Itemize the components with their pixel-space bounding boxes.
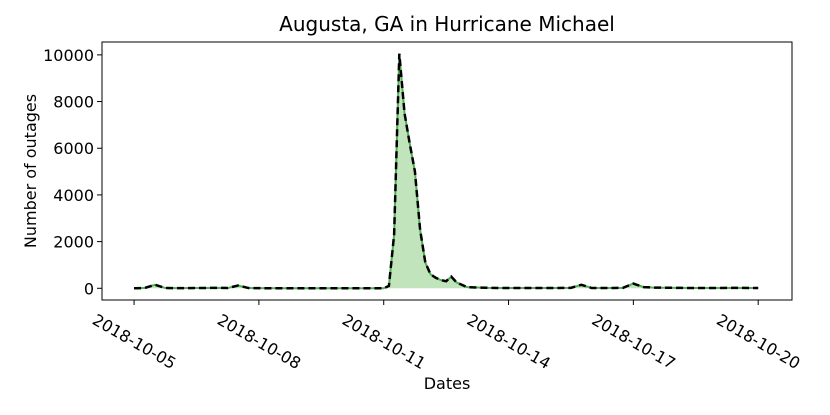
y-tick-label: 8000 xyxy=(53,93,94,112)
x-tick-label: 2018-10-14 xyxy=(464,310,554,373)
line xyxy=(134,53,759,290)
x-axis-label: Dates xyxy=(424,374,471,393)
chart-title: Augusta, GA in Hurricane Michael xyxy=(279,12,615,36)
area xyxy=(134,53,759,289)
y-tick-label: 6000 xyxy=(53,139,94,158)
y-tick-label: 0 xyxy=(84,279,94,298)
x-tick-label: 2018-10-17 xyxy=(589,310,679,373)
plot-frame xyxy=(101,41,793,301)
area-edge xyxy=(134,53,759,290)
x-tick-label: 2018-10-05 xyxy=(89,310,179,373)
y-axis-label: Number of outages xyxy=(21,94,40,248)
y-tick-label: 10000 xyxy=(43,46,94,65)
y-tick-label: 2000 xyxy=(53,233,94,252)
x-tick-label: 2018-10-20 xyxy=(713,310,803,373)
x-tick-label: 2018-10-11 xyxy=(339,310,429,373)
x-tick-label: 2018-10-08 xyxy=(214,310,304,373)
y-tick-label: 4000 xyxy=(53,186,94,205)
